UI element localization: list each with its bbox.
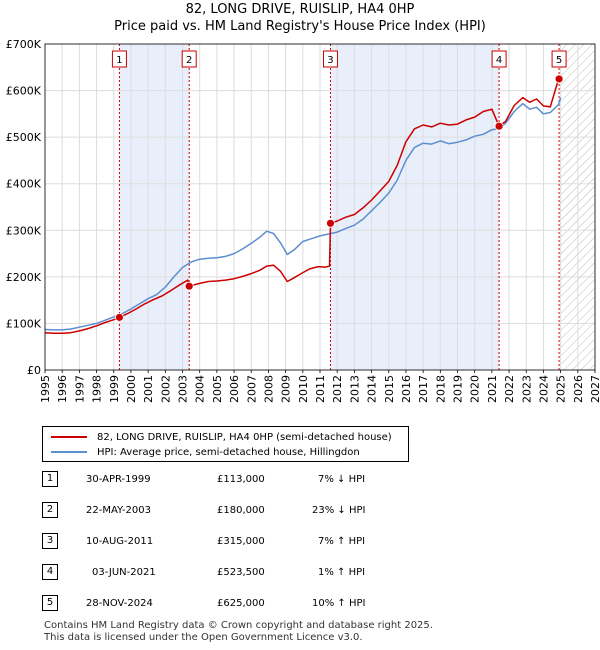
sale-date: 03-JUN-2021 <box>92 567 156 578</box>
x-tick-label: 2017 <box>417 375 430 403</box>
sale-marker-box <box>181 50 197 68</box>
sale-marker-box <box>491 50 507 68</box>
sale-hpi-diff: 1% ↑ HPI <box>318 567 366 578</box>
x-tick-label: 2006 <box>228 375 241 403</box>
legend-item-hpi: HPI: Average price, semi-detached house,… <box>51 445 360 459</box>
x-tick-label: 2005 <box>211 375 224 403</box>
y-tick-label: £700K <box>6 38 42 51</box>
x-tick-label: 2026 <box>572 375 585 403</box>
x-tick-label: 2020 <box>469 375 482 403</box>
y-tick-label: £100K <box>6 317 42 330</box>
sale-hpi-diff: 7% ↓ HPI <box>318 474 366 485</box>
sale-number-badge: 5 <box>42 595 58 611</box>
chart-legend: 82, LONG DRIVE, RUISLIP, HA4 0HP (semi-d… <box>42 426 409 462</box>
sale-number-badge: 2 <box>42 502 58 518</box>
footer-licence: This data is licensed under the Open Gov… <box>44 632 363 643</box>
sale-point <box>326 218 335 228</box>
hpi-line <box>45 97 562 331</box>
x-tick-label: 1995 <box>39 375 52 403</box>
price-chart: 1 2 3 4 5 £0 £100K £200K £300K £400K £500K £600K £7… <box>6 38 600 403</box>
x-tick-label: 2012 <box>331 375 344 403</box>
sale-price: £180,000 <box>217 505 265 516</box>
x-tick-label: 2016 <box>400 375 413 403</box>
sale-price: £315,000 <box>217 536 265 547</box>
y-tick-label: £500K <box>6 131 42 144</box>
x-tick-label: 2004 <box>194 375 207 403</box>
x-tick-label: 1996 <box>56 375 69 403</box>
sale-hpi-diff: 10% ↑ HPI <box>312 598 366 609</box>
table-row: 2 22-MAY-2003 £180,000 23% ↓ HPI <box>42 502 402 520</box>
y-tick-label: £400K <box>6 178 42 191</box>
chart-subtitle: Price paid vs. HM Land Registry's House … <box>114 19 486 34</box>
table-row: 5 28-NOV-2024 £625,000 10% ↑ HPI <box>42 595 402 613</box>
sale-marker-label: 3 <box>327 55 333 66</box>
x-tick-label: 2013 <box>348 375 361 403</box>
legend-label-hpi: HPI: Average price, semi-detached house,… <box>97 446 360 458</box>
x-tick-label: 2001 <box>142 375 155 403</box>
ownership-period-shade <box>119 44 190 370</box>
sale-marker-label: 5 <box>556 55 562 66</box>
sale-marker-box <box>551 50 567 68</box>
legend-label-sales: 82, LONG DRIVE, RUISLIP, HA4 0HP (semi-d… <box>97 431 392 443</box>
x-tick-label: 1998 <box>91 375 104 403</box>
legend-item-sales: 82, LONG DRIVE, RUISLIP, HA4 0HP (semi-d… <box>51 430 392 444</box>
sale-marker-box <box>111 50 127 68</box>
sale-date: 10-AUG-2011 <box>86 536 154 547</box>
sale-point <box>184 281 194 291</box>
y-tick-label: £0 <box>27 364 41 377</box>
table-row: 4 03-JUN-2021 £523,500 1% ↑ HPI <box>42 564 402 582</box>
sale-hpi-diff: 7% ↑ HPI <box>318 536 366 547</box>
table-row: 1 30-APR-1999 £113,000 7% ↓ HPI <box>42 471 402 489</box>
footer: Contains HM Land Registry data © Crown c… <box>44 620 433 644</box>
x-tick-label: 2025 <box>555 375 568 403</box>
sale-marker-label: 4 <box>496 55 502 66</box>
x-tick-label: 2018 <box>434 375 447 403</box>
sale-number-badge: 3 <box>42 533 58 549</box>
y-tick-label: £300K <box>6 224 42 237</box>
x-tick-label: 2007 <box>245 375 258 403</box>
price-paid-line <box>45 75 562 334</box>
y-tick-label: £200K <box>6 271 42 284</box>
x-tick-label: 2009 <box>280 375 293 403</box>
x-tick-label: 2003 <box>177 375 190 403</box>
x-tick-label: 2021 <box>486 375 499 403</box>
sale-price: £625,000 <box>217 598 265 609</box>
x-tick-label: 2002 <box>159 375 172 403</box>
legend-swatch-sales <box>51 436 87 438</box>
x-tick-label: 2024 <box>537 375 550 403</box>
sale-number-badge: 1 <box>42 471 58 487</box>
x-tick-label: 2027 <box>589 375 600 403</box>
sale-price: £523,500 <box>217 567 265 578</box>
sale-marker-label: 1 <box>116 55 122 66</box>
sale-point <box>494 121 504 131</box>
x-tick-label: 2010 <box>297 375 310 403</box>
table-row: 3 10-AUG-2011 £315,000 7% ↑ HPI <box>42 533 402 551</box>
ownership-period-shade <box>330 44 500 370</box>
legend-swatch-hpi <box>51 451 87 453</box>
x-tick-label: 2000 <box>125 375 138 403</box>
chart-title: 82, LONG DRIVE, RUISLIP, HA4 0HP <box>185 2 415 17</box>
x-tick-label: 2008 <box>262 375 275 403</box>
x-tick-label: 2015 <box>383 375 396 403</box>
x-tick-label: 2011 <box>314 375 327 403</box>
x-tick-label: 2023 <box>520 375 533 403</box>
sale-point <box>115 312 124 322</box>
sale-marker-box <box>322 50 338 68</box>
sale-hpi-diff: 23% ↓ HPI <box>312 505 366 516</box>
sale-date: 28-NOV-2024 <box>86 598 153 609</box>
sale-date: 30-APR-1999 <box>86 474 151 485</box>
x-tick-label: 2014 <box>366 375 379 403</box>
footer-copyright: Contains HM Land Registry data © Crown c… <box>44 620 433 631</box>
sale-point <box>554 74 564 84</box>
y-tick-label: £600K <box>6 85 42 98</box>
sale-date: 22-MAY-2003 <box>86 505 152 516</box>
x-tick-label: 2022 <box>503 375 516 403</box>
x-tick-label: 2019 <box>452 375 465 403</box>
sale-price: £113,000 <box>217 474 265 485</box>
x-tick-label: 1997 <box>73 375 86 403</box>
sale-number-badge: 4 <box>42 564 58 580</box>
sale-marker-label: 2 <box>186 55 192 66</box>
x-tick-label: 1999 <box>108 375 121 403</box>
